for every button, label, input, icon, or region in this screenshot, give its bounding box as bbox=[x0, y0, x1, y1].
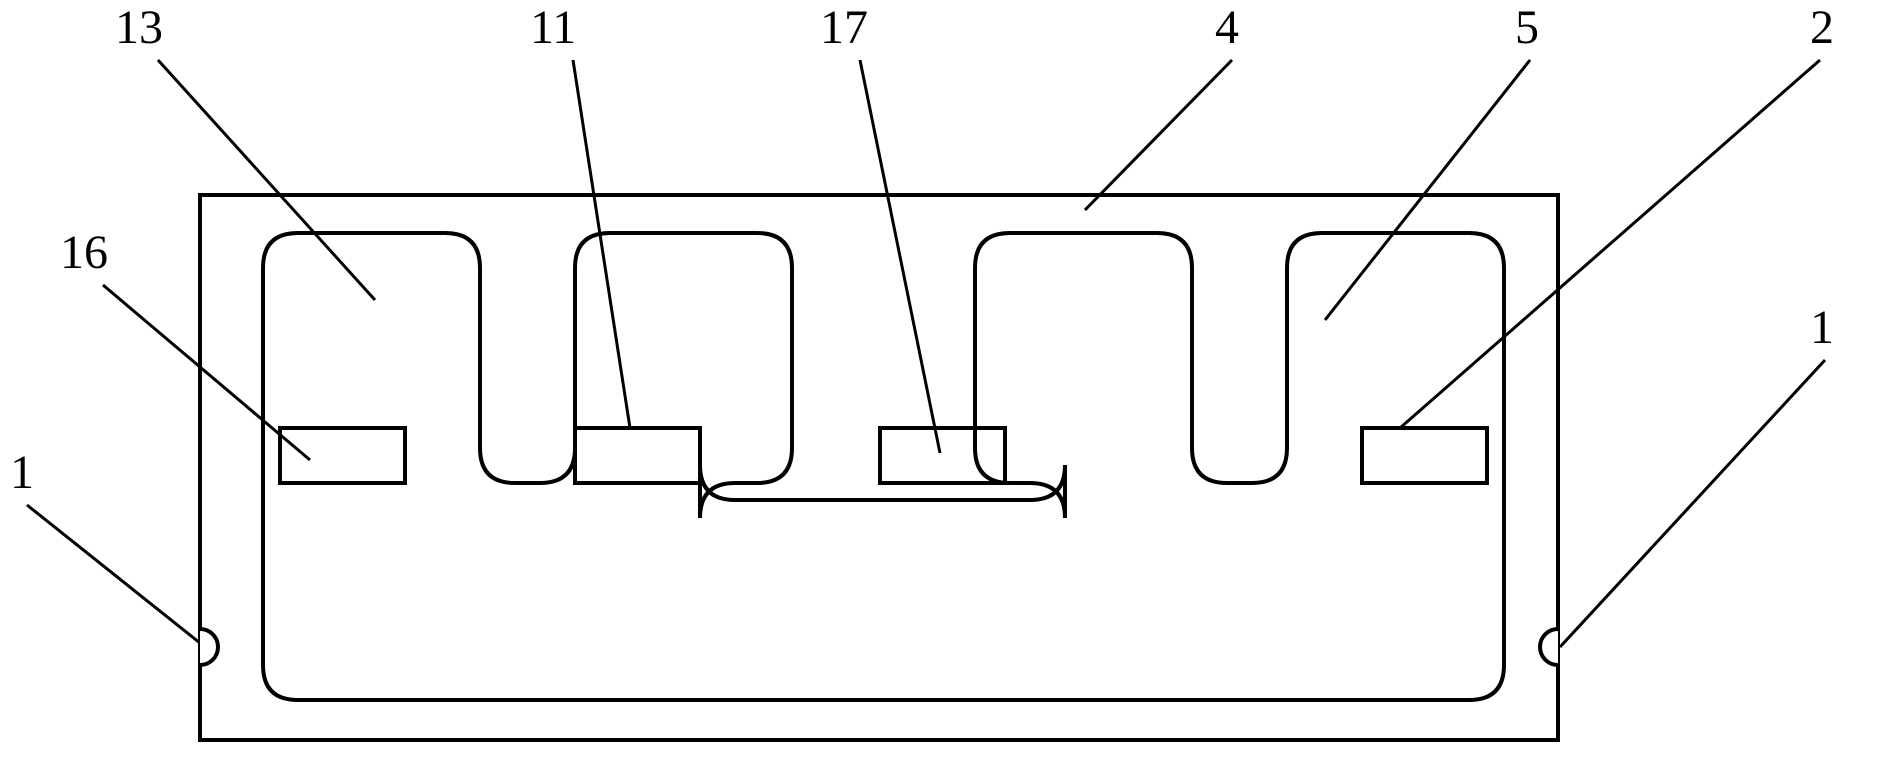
callout-label-1: 1 bbox=[1810, 300, 1834, 355]
callout-label-1: 1 bbox=[10, 445, 34, 500]
leader-line bbox=[1560, 360, 1825, 647]
inner-cavity-outline bbox=[263, 233, 1504, 700]
callout-label-4: 4 bbox=[1215, 0, 1239, 55]
callout-label-2: 2 bbox=[1810, 0, 1834, 55]
slot-rect bbox=[1362, 428, 1487, 483]
callout-label-13: 13 bbox=[115, 0, 163, 55]
callout-label-16: 16 bbox=[60, 225, 108, 280]
notch bbox=[200, 629, 218, 665]
leader-lines bbox=[27, 60, 1825, 647]
callout-label-11: 11 bbox=[530, 0, 576, 55]
leader-line bbox=[860, 60, 940, 453]
cross-section-shape bbox=[200, 195, 1558, 740]
diagram-svg bbox=[0, 0, 1901, 777]
leader-line bbox=[158, 60, 375, 300]
leader-line bbox=[1325, 60, 1530, 320]
slot-rect bbox=[575, 428, 700, 483]
notch bbox=[1540, 629, 1558, 665]
leader-line bbox=[1085, 60, 1232, 210]
slot-rect bbox=[280, 428, 405, 483]
callout-label-5: 5 bbox=[1515, 0, 1539, 55]
leader-line bbox=[27, 505, 205, 647]
leader-line bbox=[1400, 60, 1820, 428]
callout-label-17: 17 bbox=[820, 0, 868, 55]
